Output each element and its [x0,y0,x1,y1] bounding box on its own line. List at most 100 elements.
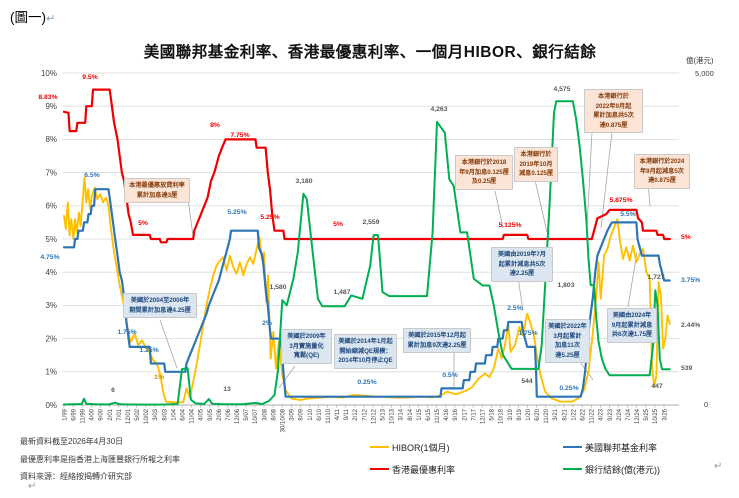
data-point-label: 5% [681,234,691,241]
left-axis-tick-label: 5% [45,235,57,244]
x-axis-tick-label: 30/10/08 [280,408,286,432]
x-axis-tick-label: 2/24 [617,408,623,420]
data-point-label: 1.75% [117,329,136,336]
footnote-prime-definition: 最優惠利率是指香港上海匯豐銀行所報之利率 [20,454,180,464]
chart-title: 美國聯邦基金利率、香港最優惠利率、一個月HIBOR、銀行結餘 [143,44,597,61]
left-axis-tick-label: 10% [41,69,57,78]
x-axis-tick-label: 12/24 [635,408,641,424]
x-axis-tick-label: 6/15 [426,408,432,420]
x-axis-tick-label: 6/22 [580,408,586,420]
right-axis-tick-label: 0 [704,400,708,409]
series-hibor [63,176,671,404]
x-axis-tick-label: 7/17 [471,408,477,420]
data-point-label: 0.25% [559,385,578,392]
data-point-label: 1,727 [647,274,664,281]
x-axis-tick-label: 1/20 [526,408,532,420]
data-point-label: 5.875% [609,197,632,204]
left-axis-tick-label: 2% [45,334,57,343]
x-axis-tick-label: 7/06 [226,408,232,420]
figure-label: (圖一)↵ [10,10,56,25]
data-point-label: 1,487 [333,289,350,296]
left-axis-tick-label: 8% [45,135,57,144]
x-axis-tick-label: 2/12 [353,408,359,420]
data-point-label: 3,180 [295,178,312,185]
x-axis-tick-label: 8/08 [271,408,277,420]
x-axis-tick-label: 4/23 [599,408,605,420]
data-point-label: 539 [681,365,693,372]
x-axis-tick-label: 5/02 [135,408,141,420]
x-axis-tick-label: 2/06 [217,408,223,420]
data-point-label: 2.5% [507,305,523,312]
legend-swatch-icon [370,445,389,449]
x-axis-tick-label: 5/18 [490,408,496,420]
series-balance [63,100,671,406]
x-axis-tick-label: 11/20 [544,408,550,423]
footnote-data-date: 最新資料截至2026年4月30日 [20,437,124,446]
x-axis-tick-label: 10/02 [144,408,150,424]
x-axis-tick-label: 6/20 [535,408,541,420]
x-axis-tick-label: 12/17 [480,408,486,424]
legend-swatch-icon [563,467,582,471]
callout-connector-line [187,198,194,237]
data-point-label: 2.44% [681,322,700,329]
data-point-label: 6.5% [84,172,100,179]
legend-swatch-icon [370,467,389,471]
callout-connector-line [278,365,296,389]
x-axis-tick-label: 11/04 [190,408,196,423]
x-axis-tick-label: 11/99 [80,408,86,423]
x-axis-tick-label: 3/08 [262,408,268,420]
x-axis-tick-label: 3/09 [290,408,296,420]
x-axis-tick-label: 9/11 [344,408,350,420]
x-axis-tick-label: 8/03 [162,408,168,420]
x-axis-tick-label: 4/16 [444,408,450,420]
legend-swatch-icon [563,445,582,449]
data-point-label: 2% [262,320,272,327]
x-axis-tick-label: 6/10 [317,408,323,420]
x-axis-tick-label: 11/22 [590,408,596,423]
x-axis-tick-label: 12/01 [126,408,132,424]
x-axis-tick-label: 4/11 [335,408,341,420]
callout-connector-line [494,190,504,229]
left-axis-tick-label: 4% [45,268,57,277]
series-prime [62,88,671,244]
return-mark-icon: ↵ [46,13,56,25]
x-axis-tick-label: 1/15 [417,408,423,420]
data-point-label: 9.5% [82,74,98,81]
data-point-label: 0.25% [357,379,376,386]
left-axis-tick-label: 7% [45,168,57,177]
data-point-label: 5.125% [498,222,521,229]
data-point-label: 5.25% [227,209,246,216]
left-axis-tick-label: 1% [45,368,57,377]
footnote-source: 資料來源：經絡按揭轉介研究部 [20,472,132,481]
x-axis-tick-label: 3/14 [399,408,405,420]
data-point-label: 0.5% [442,372,458,379]
x-axis-tick-label: 11/10 [326,408,332,423]
callout-connector-line [586,131,593,228]
x-axis-tick-label: 4/05 [199,408,205,420]
x-axis-tick-label: 9/05 [208,408,214,420]
legend-label: 銀行結餘(億(港元)) [585,464,660,475]
data-point-label: 1.75% [518,330,537,337]
data-point-label: 4,263 [430,106,447,113]
x-axis-tick-label: 6/04 [180,408,186,420]
callout-connector-line [159,319,178,369]
legend-item: 銀行結餘(億(港元)) [563,463,660,475]
x-axis-tick-label: 8/09 [299,408,305,420]
data-point-label: 5% [333,221,343,228]
x-axis-tick-label: 7/01 [117,408,123,420]
data-point-label: 5.25% [260,214,279,221]
x-axis-tick-label: 4/00 [90,408,96,420]
x-axis-tick-label: 5/07 [244,408,250,420]
x-axis-tick-label: 9/23 [608,408,614,420]
legend-label: 香港最優惠利率 [392,464,456,475]
x-axis-tick-label: 3/19 [508,408,514,420]
x-axis-tick-label: 2/17 [462,408,468,420]
x-axis-tick-label: 3/03 [153,408,159,420]
left-axis-tick-label: 0% [45,401,57,410]
right-axis-tick-label: 5,000 [695,69,714,78]
data-point-label: 2,559 [362,219,379,226]
data-point-label: 6 [111,387,115,394]
return-mark-icon: ↵ [714,461,723,472]
x-axis-tick-label: 7/12 [362,408,368,420]
